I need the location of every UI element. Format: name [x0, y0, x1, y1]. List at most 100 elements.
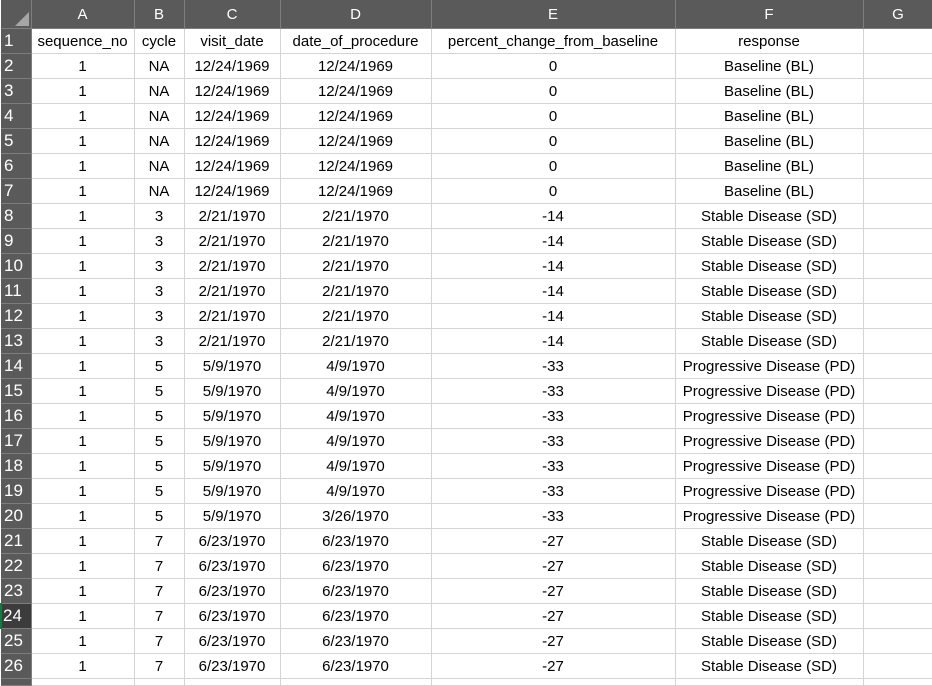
empty-cell[interactable] — [863, 353, 932, 379]
row-header[interactable]: 6 — [1, 153, 32, 179]
visit-date-cell[interactable]: 2/21/1970 — [184, 228, 281, 254]
response-cell[interactable]: Progressive Disease (PD) — [675, 403, 864, 429]
percent-change-cell[interactable]: -33 — [431, 353, 676, 379]
visit-date-cell[interactable]: 2/21/1970 — [184, 328, 281, 354]
sequence-no-cell[interactable]: 1 — [31, 78, 135, 104]
row-header[interactable]: 15 — [1, 378, 32, 404]
date-of-procedure-cell[interactable]: 6/23/1970 — [280, 578, 432, 604]
percent-change-cell[interactable]: -33 — [431, 403, 676, 429]
response-cell[interactable]: Progressive Disease (PD) — [675, 503, 864, 529]
cycle-cell[interactable]: 5 — [134, 378, 185, 404]
cycle-cell[interactable]: 5 — [134, 453, 185, 479]
percent-change-cell[interactable]: -27 — [431, 553, 676, 579]
cycle-cell[interactable]: NA — [134, 178, 185, 204]
row-header[interactable]: 14 — [1, 353, 32, 379]
response-cell[interactable]: Progressive Disease (PD) — [675, 478, 864, 504]
row-header[interactable]: 21 — [1, 528, 32, 554]
row-header[interactable] — [1, 678, 32, 686]
empty-cell[interactable] — [863, 403, 932, 429]
sequence-no-cell[interactable]: 1 — [31, 178, 135, 204]
percent-change-cell[interactable]: 0 — [431, 53, 676, 79]
empty-cell[interactable] — [863, 453, 932, 479]
row-header[interactable]: 3 — [1, 78, 32, 104]
row-header[interactable]: 11 — [1, 278, 32, 304]
percent-change-cell[interactable]: -33 — [431, 428, 676, 454]
percent-change-cell[interactable]: 0 — [431, 103, 676, 129]
cycle-cell[interactable]: 7 — [134, 603, 185, 629]
response-cell[interactable]: Stable Disease (SD) — [675, 203, 864, 229]
response-cell[interactable]: Progressive Disease (PD) — [675, 378, 864, 404]
date-of-procedure-cell[interactable]: 4/9/1970 — [280, 378, 432, 404]
empty-cell[interactable] — [134, 678, 185, 686]
row-header[interactable]: 13 — [1, 328, 32, 354]
empty-cell[interactable] — [863, 253, 932, 279]
empty-cell[interactable] — [675, 678, 864, 686]
row-header[interactable]: 20 — [1, 503, 32, 529]
visit-date-cell[interactable]: 6/23/1970 — [184, 553, 281, 579]
row-header[interactable]: 1 — [1, 28, 32, 54]
percent-change-cell[interactable]: 0 — [431, 153, 676, 179]
sequence-no-cell[interactable]: 1 — [31, 478, 135, 504]
date-of-procedure-cell[interactable]: 2/21/1970 — [280, 278, 432, 304]
response-cell[interactable]: Stable Disease (SD) — [675, 253, 864, 279]
response-cell[interactable]: Stable Disease (SD) — [675, 228, 864, 254]
cycle-cell[interactable]: 5 — [134, 428, 185, 454]
response-cell[interactable]: Baseline (BL) — [675, 128, 864, 154]
cycle-cell[interactable]: 7 — [134, 628, 185, 654]
sequence-no-cell[interactable]: 1 — [31, 303, 135, 329]
empty-cell[interactable] — [863, 678, 932, 686]
empty-cell[interactable] — [863, 603, 932, 629]
sequence-no-cell[interactable]: 1 — [31, 428, 135, 454]
row-header[interactable]: 2 — [1, 53, 32, 79]
visit-date-cell[interactable]: 12/24/1969 — [184, 178, 281, 204]
header-cell-cycle[interactable]: cycle — [134, 28, 185, 54]
visit-date-cell[interactable]: 6/23/1970 — [184, 528, 281, 554]
date-of-procedure-cell[interactable]: 2/21/1970 — [280, 253, 432, 279]
cycle-cell[interactable]: 3 — [134, 328, 185, 354]
percent-change-cell[interactable]: -33 — [431, 453, 676, 479]
row-header[interactable]: 23 — [1, 578, 32, 604]
empty-cell[interactable] — [863, 178, 932, 204]
visit-date-cell[interactable]: 5/9/1970 — [184, 353, 281, 379]
sequence-no-cell[interactable]: 1 — [31, 128, 135, 154]
visit-date-cell[interactable]: 2/21/1970 — [184, 303, 281, 329]
visit-date-cell[interactable]: 12/24/1969 — [184, 103, 281, 129]
cycle-cell[interactable]: 3 — [134, 228, 185, 254]
sequence-no-cell[interactable]: 1 — [31, 253, 135, 279]
visit-date-cell[interactable]: 6/23/1970 — [184, 653, 281, 679]
response-cell[interactable]: Stable Disease (SD) — [675, 653, 864, 679]
sequence-no-cell[interactable]: 1 — [31, 453, 135, 479]
visit-date-cell[interactable]: 5/9/1970 — [184, 478, 281, 504]
empty-cell[interactable] — [863, 103, 932, 129]
visit-date-cell[interactable]: 5/9/1970 — [184, 403, 281, 429]
cycle-cell[interactable]: 5 — [134, 478, 185, 504]
response-cell[interactable]: Stable Disease (SD) — [675, 278, 864, 304]
column-header-a[interactable]: A — [31, 0, 135, 29]
visit-date-cell[interactable]: 6/23/1970 — [184, 578, 281, 604]
date-of-procedure-cell[interactable]: 6/23/1970 — [280, 553, 432, 579]
empty-cell[interactable] — [280, 678, 432, 686]
sequence-no-cell[interactable]: 1 — [31, 403, 135, 429]
cycle-cell[interactable]: 7 — [134, 553, 185, 579]
cycle-cell[interactable]: NA — [134, 103, 185, 129]
empty-cell[interactable] — [863, 578, 932, 604]
date-of-procedure-cell[interactable]: 4/9/1970 — [280, 478, 432, 504]
date-of-procedure-cell[interactable]: 12/24/1969 — [280, 103, 432, 129]
sequence-no-cell[interactable]: 1 — [31, 603, 135, 629]
percent-change-cell[interactable]: -27 — [431, 603, 676, 629]
sequence-no-cell[interactable]: 1 — [31, 228, 135, 254]
response-cell[interactable]: Stable Disease (SD) — [675, 553, 864, 579]
percent-change-cell[interactable]: -14 — [431, 328, 676, 354]
column-header-e[interactable]: E — [431, 0, 676, 29]
response-cell[interactable]: Baseline (BL) — [675, 153, 864, 179]
empty-cell[interactable] — [863, 28, 932, 54]
header-cell-percent-change[interactable]: percent_change_from_baseline — [431, 28, 676, 54]
percent-change-cell[interactable]: -27 — [431, 628, 676, 654]
empty-cell[interactable] — [863, 53, 932, 79]
date-of-procedure-cell[interactable]: 6/23/1970 — [280, 528, 432, 554]
date-of-procedure-cell[interactable]: 6/23/1970 — [280, 628, 432, 654]
date-of-procedure-cell[interactable]: 6/23/1970 — [280, 603, 432, 629]
date-of-procedure-cell[interactable]: 12/24/1969 — [280, 178, 432, 204]
date-of-procedure-cell[interactable]: 2/21/1970 — [280, 203, 432, 229]
row-header[interactable]: 7 — [1, 178, 32, 204]
